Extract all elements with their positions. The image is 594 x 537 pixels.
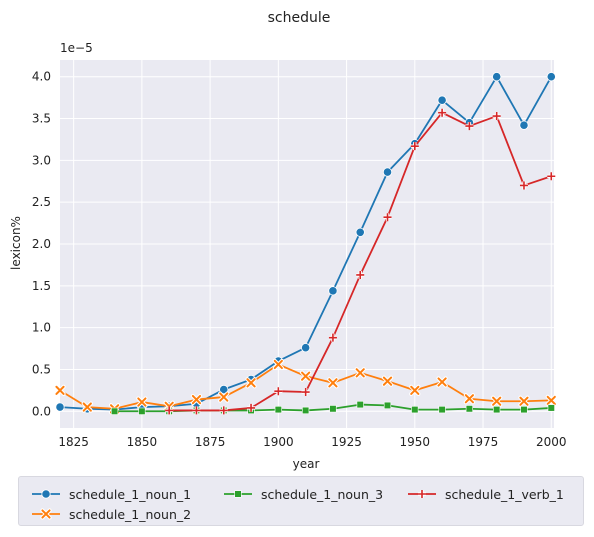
legend-swatch (224, 490, 252, 498)
data-point (519, 181, 528, 190)
data-point (382, 167, 393, 177)
data-point (301, 388, 310, 397)
y-tick-label: 0.0 (32, 404, 51, 418)
data-point (301, 343, 311, 353)
legend-label: schedule_1_noun_1 (69, 486, 192, 502)
data-point (383, 401, 392, 410)
series-layer (54, 72, 557, 415)
data-point (411, 405, 419, 414)
y-tick-label: 2.0 (32, 237, 51, 251)
x-tick-label: 1850 (127, 435, 158, 449)
legend-marker (234, 490, 242, 498)
legend-label: schedule_1_verb_1 (445, 486, 564, 502)
legend: schedule_1_noun_1 schedule_1_noun_2 schedu… (18, 476, 584, 526)
x-tick-label: 2000 (536, 435, 567, 449)
axis-ticks: 1825 1850 1875 1900 1925 1950 1975 2000 0.0 0.5 1.… (32, 70, 567, 449)
data-point (438, 405, 446, 414)
data-point (247, 403, 256, 412)
series-schedule_1_verb_1 (165, 108, 556, 415)
legend-marker (40, 508, 52, 520)
data-point (381, 375, 394, 387)
x-axis-label: year (293, 457, 320, 471)
data-point (436, 376, 448, 388)
y-tick-label: 2.5 (32, 195, 51, 209)
data-point (547, 404, 555, 412)
y-tick-label: 3.0 (32, 153, 51, 167)
data-point (465, 405, 473, 413)
y-tick-label: 1.5 (32, 279, 51, 293)
data-point (218, 391, 230, 403)
legend-item: schedule_1_noun_2 (31, 505, 191, 523)
legend-marker (418, 490, 426, 498)
data-point (54, 384, 66, 396)
data-point (245, 377, 257, 389)
x-tick-label: 1900 (263, 435, 294, 449)
data-point (328, 286, 338, 296)
data-point (465, 122, 474, 131)
data-point (110, 407, 119, 415)
data-point (219, 384, 229, 395)
data-point (463, 393, 475, 405)
x-tick-label: 1950 (400, 435, 431, 449)
legend-swatch (408, 490, 436, 498)
data-point (410, 142, 419, 151)
data-point (219, 406, 228, 415)
x-tick-label: 1875 (195, 435, 226, 449)
x-tick-label: 1925 (331, 435, 362, 449)
data-point (138, 407, 146, 415)
x-tick-label: 1975 (468, 435, 499, 449)
data-point (438, 108, 447, 117)
data-point (519, 120, 529, 130)
data-point (274, 405, 282, 414)
data-point (329, 405, 337, 413)
data-point (274, 387, 283, 396)
data-point (327, 377, 339, 389)
data-point (272, 358, 284, 371)
y-tick-label: 0.5 (32, 362, 51, 376)
data-point (491, 395, 503, 407)
data-point (546, 72, 556, 82)
data-point (328, 333, 337, 342)
legend-item: schedule_1_verb_1 (407, 485, 564, 503)
data-point (192, 406, 201, 415)
data-point (409, 384, 421, 396)
data-point (520, 405, 528, 414)
y-axis-label: lexicon% (9, 216, 23, 270)
x-tick-label: 1825 (58, 435, 89, 449)
y-tick-label: 3.5 (32, 112, 51, 126)
data-point (55, 402, 65, 412)
chart-title: schedule (268, 10, 331, 26)
y-offset-text: 1e−5 (60, 41, 93, 55)
data-point (355, 227, 365, 237)
legend-item: schedule_1_noun_1 (31, 485, 191, 503)
data-point (356, 270, 365, 279)
data-point (356, 400, 364, 409)
data-point (493, 405, 501, 414)
series-schedule_1_noun_2 (54, 358, 557, 415)
data-point (492, 112, 501, 121)
data-point (165, 406, 174, 415)
legend-swatch (32, 489, 60, 499)
data-point (383, 213, 392, 222)
legend-marker (41, 489, 51, 499)
data-point (81, 401, 93, 413)
data-point (545, 394, 557, 406)
y-tick-label: 1.0 (32, 321, 51, 335)
data-point (300, 370, 312, 382)
data-point (354, 367, 366, 379)
legend-label: schedule_1_noun_3 (261, 486, 384, 502)
data-point (518, 395, 530, 407)
data-point (437, 95, 447, 105)
legend-swatch (32, 508, 60, 520)
data-point (136, 396, 148, 408)
data-point (547, 172, 556, 181)
data-point (492, 72, 502, 82)
legend-label: schedule_1_noun_2 (69, 506, 192, 522)
data-point (190, 393, 203, 406)
legend-item: schedule_1_noun_3 (223, 485, 383, 503)
y-tick-label: 4.0 (32, 70, 51, 84)
data-point (302, 406, 310, 415)
